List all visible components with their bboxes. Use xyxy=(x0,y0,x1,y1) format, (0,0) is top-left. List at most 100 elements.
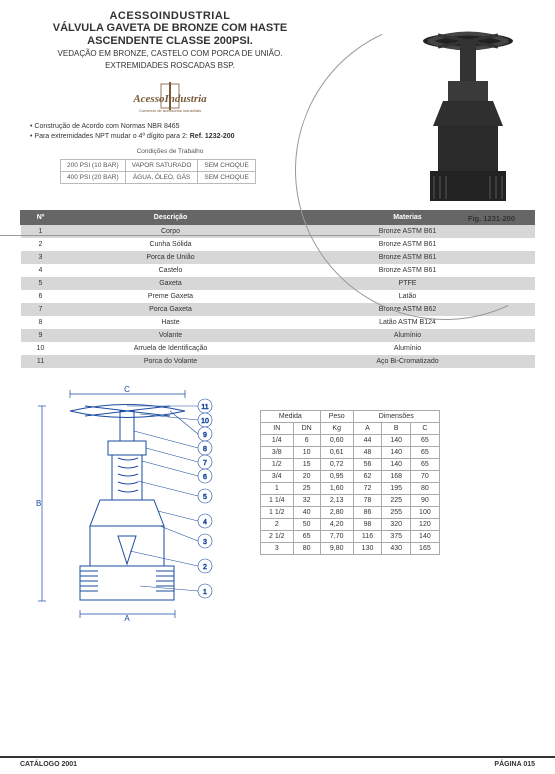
cell: 86 xyxy=(353,507,382,519)
cell: 2 xyxy=(21,238,61,251)
conditions-body: 200 PSI (10 BAR) VAPOR SATURADO SEM CHOQ… xyxy=(61,160,256,184)
table-row: 5GaxetaPTFE xyxy=(21,277,535,290)
table-row: 1 1/4322,137822590 xyxy=(261,495,440,507)
footer-left: CATÁLOGO 2001 xyxy=(20,761,77,768)
cell: Castelo xyxy=(61,264,281,277)
table-row: 1CorpoBronze ASTM B61 xyxy=(21,225,535,239)
cell: 1 xyxy=(21,225,61,239)
cell: 7,70 xyxy=(320,531,353,543)
cell: Aço Bi-Cromatizado xyxy=(281,355,535,368)
cell: 15 xyxy=(293,459,320,471)
cell: 65 xyxy=(293,531,320,543)
cell: Bronze ASTM B61 xyxy=(281,264,535,277)
conditions-table: 200 PSI (10 BAR) VAPOR SATURADO SEM CHOQ… xyxy=(60,159,256,184)
cell: 72 xyxy=(353,483,382,495)
cell: Porca do Volante xyxy=(61,355,281,368)
cell: 8 xyxy=(21,316,61,329)
header: ACESSOINDUSTRIAL VÁLVULA GAVETA DE BRONZ… xyxy=(0,0,340,74)
svg-text:7: 7 xyxy=(203,460,207,467)
table-row: 2504,2098320120 xyxy=(261,519,440,531)
cell: 44 xyxy=(353,435,382,447)
table-row: 1/460,604414065 xyxy=(261,435,440,447)
cell: 9,80 xyxy=(320,543,353,555)
cell: 32 xyxy=(293,495,320,507)
table-row: 2Cunha SólidaBronze ASTM B61 xyxy=(21,238,535,251)
cell: 10 xyxy=(21,342,61,355)
cell: Alumínio xyxy=(281,342,535,355)
cell: 80 xyxy=(293,543,320,555)
logo-row: AcessoIndustria Comércio de acessórios i… xyxy=(0,80,340,116)
table-row: 7Porca GaxetaBronze ASTM B62 xyxy=(21,303,535,316)
cell: Porca de União xyxy=(61,251,281,264)
cell: Gaxeta xyxy=(61,277,281,290)
cell: 140 xyxy=(382,447,411,459)
cell: 9 xyxy=(21,329,61,342)
cell: Volante xyxy=(61,329,281,342)
table-row: 200 PSI (10 BAR) VAPOR SATURADO SEM CHOQ… xyxy=(61,160,256,172)
cell: 1 1/2 xyxy=(261,507,294,519)
col-header: Nº xyxy=(21,211,61,225)
table-row: 11Porca do VolanteAço Bi-Cromatizado xyxy=(21,355,535,368)
cell: 140 xyxy=(411,531,440,543)
cell: PTFE xyxy=(281,277,535,290)
dimensions-table: Medida Peso Dimensões IN DN Kg A B C 1/4… xyxy=(260,410,440,555)
cell: 20 xyxy=(293,471,320,483)
cell: 1/4 xyxy=(261,435,294,447)
cell: 80 xyxy=(411,483,440,495)
cell: 90 xyxy=(411,495,440,507)
cell: 1 1/4 xyxy=(261,495,294,507)
svg-text:1: 1 xyxy=(203,589,207,596)
cell: 0,60 xyxy=(320,435,353,447)
cell: 100 xyxy=(411,507,440,519)
cell: Latão xyxy=(281,290,535,303)
title-line-2: ASCENDENTE CLASSE 200PSI. xyxy=(20,35,320,48)
logo: AcessoIndustria Comércio de acessórios i… xyxy=(115,80,225,116)
cell: 165 xyxy=(411,543,440,555)
cell: Preme Gaxeta xyxy=(61,290,281,303)
cell: 0,61 xyxy=(320,447,353,459)
cell: VAPOR SATURADO xyxy=(125,160,198,172)
cell: 2,80 xyxy=(320,507,353,519)
cell: Bronze ASTM B61 xyxy=(281,238,535,251)
table-row: 3/4200,956216870 xyxy=(261,471,440,483)
bullet-2-text: Para extremidades NPT mudar o 4º dígito … xyxy=(34,133,189,140)
table-row: 2 1/2657,70116375140 xyxy=(261,531,440,543)
col-header: A xyxy=(353,423,382,435)
cell: Corpo xyxy=(61,225,281,239)
dim-b-label: B xyxy=(36,499,41,508)
cell: 116 xyxy=(353,531,382,543)
svg-text:3: 3 xyxy=(203,539,207,546)
cell: 25 xyxy=(293,483,320,495)
footer-right: PÁGINA 015 xyxy=(494,761,535,768)
bullet-2-ref: Ref. 1232-200 xyxy=(190,133,235,140)
cell: 120 xyxy=(411,519,440,531)
col-header: C xyxy=(411,423,440,435)
cell: 65 xyxy=(411,447,440,459)
table-header-row: Medida Peso Dimensões xyxy=(261,411,440,423)
cell: ÁGUA, ÓLEO, GÁS xyxy=(125,172,198,184)
dim-c-label: C xyxy=(124,386,130,394)
cell: 48 xyxy=(353,447,382,459)
cell: 168 xyxy=(382,471,411,483)
cell: 11 xyxy=(21,355,61,368)
col-header: Kg xyxy=(320,423,353,435)
table-row: 1 1/2402,8086255100 xyxy=(261,507,440,519)
table-row: 6Preme GaxetaLatão xyxy=(21,290,535,303)
cell: Cunha Sólida xyxy=(61,238,281,251)
cell: 1 xyxy=(261,483,294,495)
table-row: 10Arruela de IdentificaçãoAlumínio xyxy=(21,342,535,355)
cell: 2,13 xyxy=(320,495,353,507)
table-row: 4CasteloBronze ASTM B61 xyxy=(21,264,535,277)
cell: 3 xyxy=(21,251,61,264)
cell: 2 xyxy=(261,519,294,531)
cell: 4 xyxy=(21,264,61,277)
col-group: Peso xyxy=(320,411,353,423)
cell: 0,95 xyxy=(320,471,353,483)
cell: 400 PSI (20 BAR) xyxy=(61,172,126,184)
svg-text:Comércio de acessórios industr: Comércio de acessórios industriais xyxy=(139,108,201,113)
cell: SEM CHOQUE xyxy=(198,160,255,172)
cell: 65 xyxy=(411,435,440,447)
product-photo xyxy=(403,18,533,208)
cell: Bronze ASTM B61 xyxy=(281,251,535,264)
col-header: DN xyxy=(293,423,320,435)
